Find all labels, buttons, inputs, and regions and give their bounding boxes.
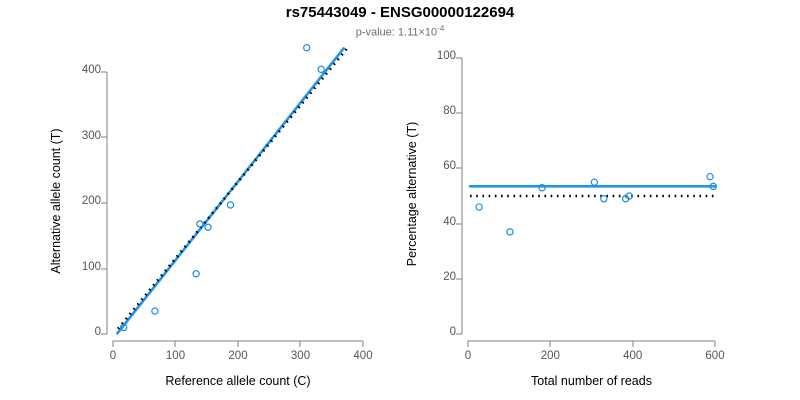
left-data-group [116, 44, 351, 335]
y-tick-label: 40 [443, 215, 456, 228]
x-tick-label: 400 [623, 350, 643, 362]
data-point [600, 195, 608, 203]
x-tick-label: 600 [705, 350, 725, 362]
right-data-group [468, 172, 718, 236]
y-tick-label: 200 [81, 195, 101, 207]
y-tick-label: 60 [443, 160, 456, 173]
data-point [506, 228, 514, 236]
y-tick-label: 100 [81, 260, 101, 273]
y-tick-label: 100 [436, 50, 456, 62]
x-tick-label: 0 [464, 350, 472, 362]
left-x-axis-title: Reference allele count (C) [165, 374, 311, 388]
right-x-axis-title: Total number of reads [531, 374, 652, 388]
x-tick-label: 300 [290, 350, 311, 362]
pvalue-exponent: -4 [437, 24, 445, 33]
right-axes [456, 57, 716, 347]
data-point [709, 182, 718, 191]
y-tick-label: 20 [443, 270, 456, 283]
left-axes [101, 71, 364, 347]
x-tick-label: 200 [228, 350, 248, 362]
x-tick-label: 0 [109, 350, 117, 362]
regression-line [116, 47, 345, 335]
right-x-axis-line [467, 340, 716, 347]
x-tick-label: 400 [353, 350, 373, 362]
data-point [303, 44, 311, 52]
right-y-axis-title: Percentage alternative (T) [405, 121, 419, 267]
data-point [317, 65, 325, 74]
data-point [151, 307, 159, 315]
reference-line [116, 44, 351, 330]
data-point [706, 172, 714, 181]
y-tick-label: 80 [443, 105, 456, 118]
data-point [192, 270, 200, 278]
y-tick-label: 300 [81, 129, 101, 142]
data-point [475, 203, 483, 211]
y-tick-label: 400 [81, 64, 101, 76]
data-point [625, 192, 634, 200]
data-point [196, 220, 204, 228]
x-tick-label: 100 [165, 350, 186, 362]
figure-title: rs75443049 - ENSG00000122694 [285, 4, 515, 21]
figure-subtitle: p-value: 1.11×10-4 [0, 24, 800, 39]
y-tick-label: 0 [94, 326, 101, 338]
pvalue-text: p-value: 1.11×10 [355, 26, 438, 39]
left-y-axis-line [101, 71, 108, 335]
data-point [590, 178, 599, 186]
x-tick-label: 200 [540, 350, 560, 362]
data-point [538, 184, 546, 192]
data-point [119, 323, 128, 332]
y-tick-label: 0 [449, 326, 456, 338]
left-x-axis-line [112, 340, 364, 347]
data-point [204, 223, 212, 231]
data-point [226, 201, 235, 209]
right-y-axis-line [456, 57, 463, 335]
